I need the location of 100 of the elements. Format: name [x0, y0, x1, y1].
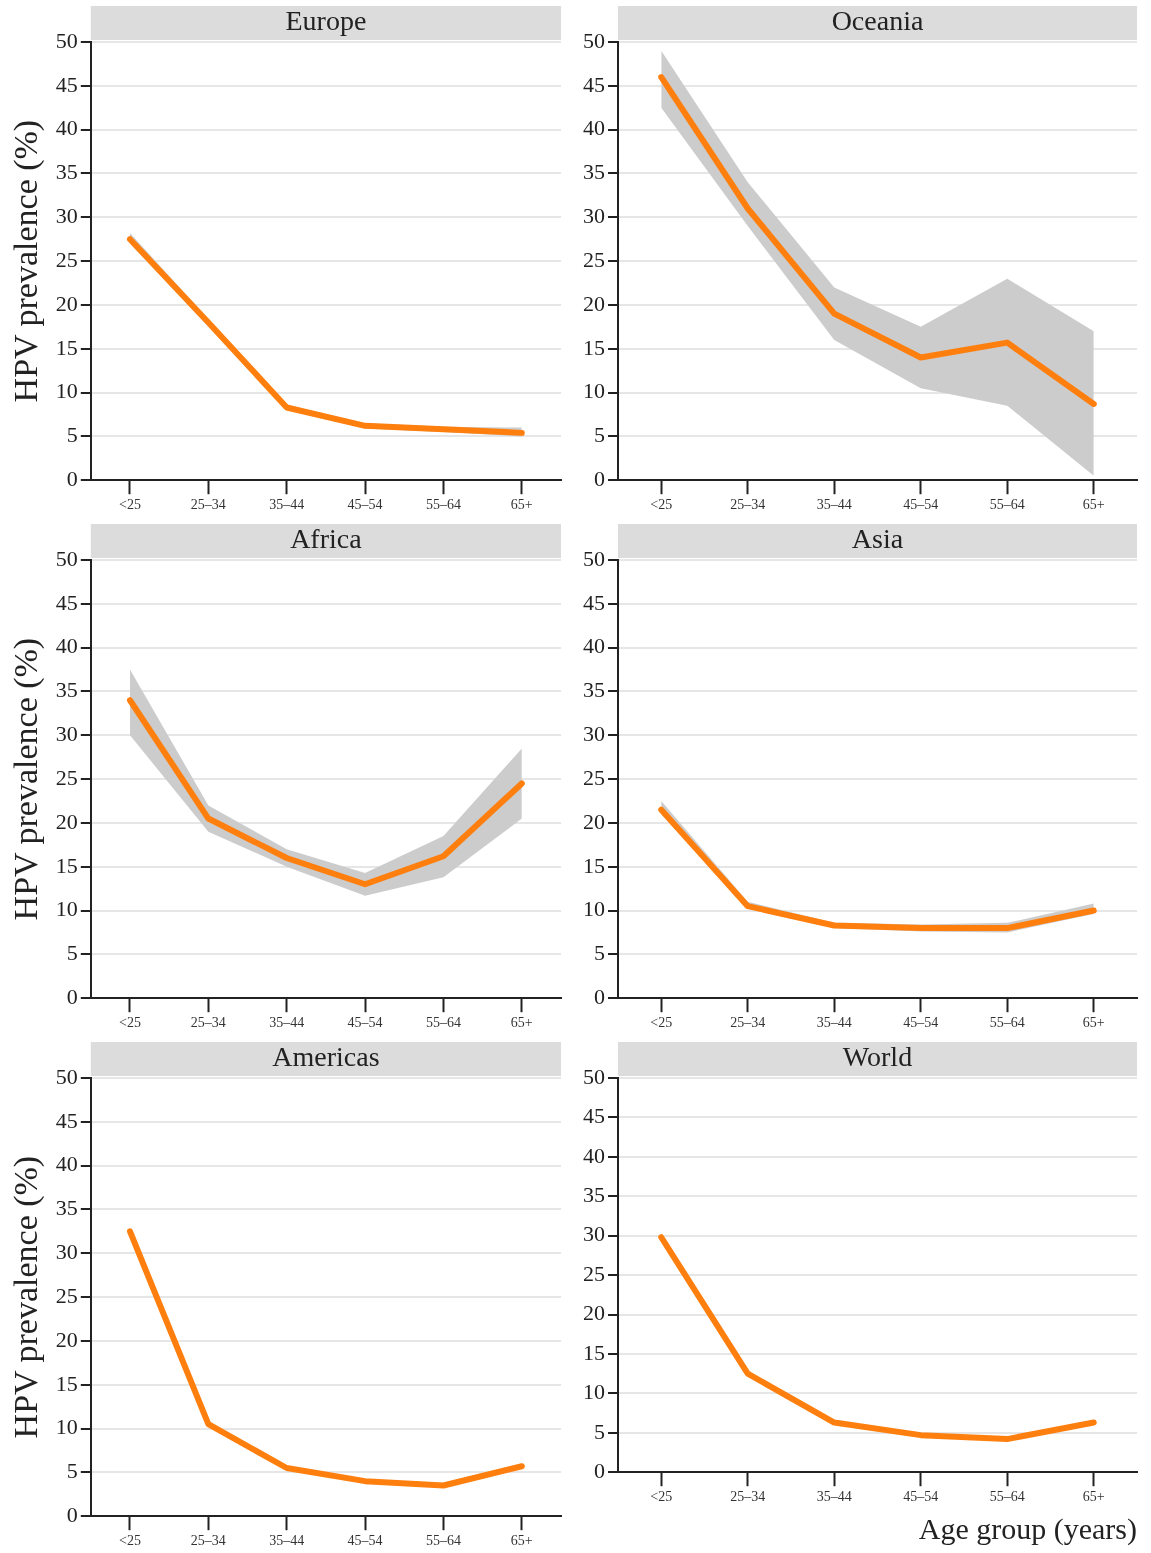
- x-tick-label: 65+: [510, 1015, 533, 1031]
- x-tick-label: <25: [650, 1489, 673, 1505]
- y-tick-label: 25: [55, 1282, 78, 1308]
- x-tick-label: 55–64: [989, 497, 1025, 513]
- y-tick-label: 40: [583, 633, 605, 659]
- x-tick-label: 45–54: [903, 1489, 939, 1505]
- y-tick-label: 10: [583, 378, 605, 404]
- y-tick-label: 15: [55, 1370, 78, 1396]
- y-tick-label: 50: [55, 27, 78, 53]
- x-tick-label: 45–54: [347, 1533, 383, 1549]
- y-tick-label: 30: [583, 1221, 605, 1247]
- y-tick-label: 35: [55, 677, 78, 703]
- y-tick-label: 35: [583, 159, 605, 185]
- y-tick-label: 20: [583, 808, 605, 834]
- x-tick-label: 25–34: [730, 1489, 766, 1505]
- y-tick-label: 0: [66, 465, 78, 491]
- y-tick-label: 5: [594, 940, 605, 966]
- y-tick-label: 20: [55, 290, 78, 316]
- y-tick-label: 50: [583, 1063, 605, 1089]
- x-tick-label: 55–64: [989, 1489, 1025, 1505]
- y-tick-label: 35: [55, 159, 78, 185]
- y-axis-title: HPV prevalence (%): [7, 119, 46, 403]
- chart-title: Europe: [285, 5, 367, 37]
- y-tick-label: 50: [55, 545, 78, 571]
- x-tick-label: 55–64: [425, 1533, 461, 1549]
- y-tick-label: 10: [55, 378, 78, 404]
- x-tick-label: 45–54: [903, 497, 939, 513]
- y-tick-label: 5: [66, 422, 78, 448]
- chart-title: World: [842, 1041, 913, 1073]
- chart-title: Oceania: [831, 5, 924, 37]
- y-tick-label: 35: [583, 677, 605, 703]
- x-tick-label: <25: [119, 1533, 141, 1549]
- y-tick-label: 45: [55, 1107, 78, 1133]
- y-tick-label: 45: [55, 589, 78, 615]
- y-tick-label: 10: [583, 1379, 605, 1405]
- y-tick-label: 15: [55, 852, 78, 878]
- y-tick-label: 50: [55, 1063, 78, 1089]
- x-tick-label: 65+: [510, 1533, 533, 1549]
- x-tick-label: 45–54: [347, 1015, 383, 1031]
- x-tick-label: <25: [119, 497, 141, 513]
- x-tick-label: 65+: [1082, 1489, 1105, 1505]
- y-tick-label: 40: [583, 1142, 605, 1168]
- y-tick-label: 5: [594, 1418, 605, 1444]
- y-tick-label: 10: [55, 896, 78, 922]
- y-tick-label: 15: [583, 1339, 605, 1365]
- x-tick-label: <25: [119, 1015, 141, 1031]
- chart-title: Asia: [851, 523, 904, 555]
- x-tick-label: 25–34: [730, 497, 766, 513]
- y-tick-label: 20: [583, 290, 605, 316]
- y-tick-label: 45: [55, 71, 78, 97]
- y-tick-label: 50: [583, 27, 605, 53]
- x-tick-label: 35–44: [269, 497, 305, 513]
- y-tick-label: 0: [594, 465, 605, 491]
- x-tick-label: 25–34: [190, 1015, 226, 1031]
- y-tick-label: 20: [583, 1300, 605, 1326]
- y-tick-label: 30: [583, 721, 605, 747]
- y-tick-label: 25: [55, 246, 78, 272]
- x-tick-label: 35–44: [816, 1015, 852, 1031]
- y-tick-label: 0: [594, 1457, 605, 1483]
- y-tick-label: 20: [55, 808, 78, 834]
- y-tick-label: 15: [583, 852, 605, 878]
- y-tick-label: 40: [55, 115, 78, 141]
- x-axis-title: Age group (years): [918, 1511, 1137, 1546]
- x-tick-label: <25: [650, 497, 673, 513]
- x-tick-label: 45–54: [903, 1015, 939, 1031]
- y-tick-label: 45: [583, 1103, 605, 1129]
- y-tick-label: 45: [583, 71, 605, 97]
- y-tick-label: 30: [55, 1239, 78, 1265]
- y-tick-label: 30: [583, 203, 605, 229]
- x-tick-label: <25: [650, 1015, 673, 1031]
- y-tick-label: 35: [55, 1195, 78, 1221]
- x-tick-label: 65+: [1082, 497, 1105, 513]
- x-tick-label: 55–64: [425, 1015, 461, 1031]
- chart-title: Africa: [290, 523, 363, 555]
- y-axis-title: HPV prevalence (%): [7, 1155, 46, 1439]
- y-tick-label: 50: [583, 545, 605, 571]
- x-tick-label: 35–44: [816, 1489, 852, 1505]
- x-tick-label: 25–34: [190, 497, 226, 513]
- y-tick-label: 10: [583, 896, 605, 922]
- y-tick-label: 40: [583, 115, 605, 141]
- y-tick-label: 5: [66, 1458, 78, 1484]
- y-tick-label: 0: [594, 983, 605, 1009]
- y-tick-label: 30: [55, 203, 78, 229]
- y-axis-title: HPV prevalence (%): [7, 637, 46, 921]
- y-tick-label: 20: [55, 1326, 78, 1352]
- y-tick-label: 15: [583, 334, 605, 360]
- x-tick-label: 65+: [510, 497, 533, 513]
- y-tick-label: 5: [66, 940, 78, 966]
- y-tick-label: 40: [55, 633, 78, 659]
- y-tick-label: 25: [583, 764, 605, 790]
- y-tick-label: 25: [55, 764, 78, 790]
- y-tick-label: 0: [66, 1501, 78, 1527]
- x-tick-label: 55–64: [425, 497, 461, 513]
- x-tick-label: 45–54: [347, 497, 383, 513]
- y-tick-label: 15: [55, 334, 78, 360]
- x-tick-label: 35–44: [816, 497, 852, 513]
- y-tick-label: 30: [55, 721, 78, 747]
- x-tick-label: 25–34: [190, 1533, 226, 1549]
- y-tick-label: 0: [66, 983, 78, 1009]
- chart-title: Americas: [272, 1041, 380, 1073]
